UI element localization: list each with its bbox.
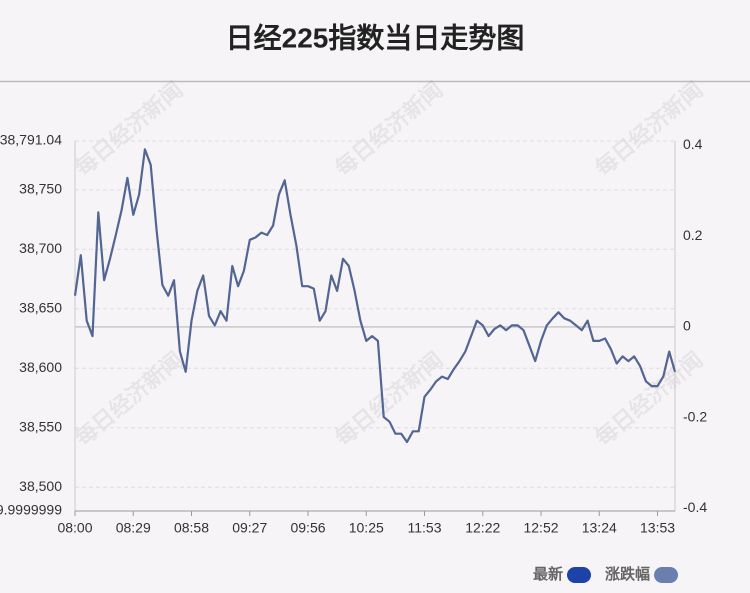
x-tick-label: 13:24 — [582, 520, 617, 536]
watermark: 每日经济新闻 — [590, 77, 708, 182]
y2-tick-label: -0.2 — [683, 408, 707, 424]
x-tick-label: 09:27 — [232, 520, 267, 536]
legend-swatch — [567, 567, 592, 583]
x-tick-label: 08:00 — [57, 520, 92, 536]
y-tick-label: 38,550 — [19, 418, 62, 434]
y2-tick-label: 0.4 — [683, 136, 703, 152]
x-tick-label: 13:53 — [640, 520, 675, 536]
y2-tick-label: -0.4 — [683, 499, 707, 515]
watermark: 每日经济新闻 — [330, 77, 448, 182]
y-tick-label: 38,750 — [19, 181, 62, 197]
legend-label: 最新 — [533, 565, 563, 583]
x-tick-label: 08:29 — [116, 520, 151, 536]
x-tick-label: 09:56 — [290, 520, 325, 536]
x-tick-label: 12:22 — [465, 520, 500, 536]
watermark: 每日经济新闻 — [70, 77, 188, 182]
watermark: 每日经济新闻 — [590, 347, 708, 452]
y-tick-label: 38,600 — [19, 359, 62, 375]
price-line — [73, 148, 677, 444]
x-tick-label: 08:58 — [174, 520, 209, 536]
legend-label: 涨跌幅 — [605, 565, 650, 583]
watermark: 每日经济新闻 — [330, 347, 448, 452]
y-tick-label: 38,650 — [19, 299, 62, 315]
y-tick-label: 38,479.9999999 — [0, 502, 62, 518]
y-tick-label: 38,700 — [19, 240, 62, 256]
chart-title: 日经225指数当日走势图 — [226, 21, 525, 53]
y-tick-label: 38,791.04 — [0, 132, 62, 148]
y-tick-label: 38,500 — [19, 478, 62, 494]
watermark: 每日经济新闻 — [70, 347, 188, 452]
y2-tick-label: 0 — [683, 318, 691, 334]
x-tick-label: 12:52 — [523, 520, 558, 536]
legend-swatch — [654, 567, 679, 583]
x-tick-label: 10:25 — [349, 520, 384, 536]
x-tick-label: 11:53 — [408, 520, 442, 536]
y2-tick-label: 0.2 — [683, 227, 703, 243]
